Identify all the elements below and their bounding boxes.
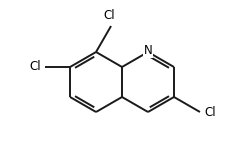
Text: N: N xyxy=(144,45,152,58)
Text: Cl: Cl xyxy=(204,106,216,118)
Text: Cl: Cl xyxy=(103,9,115,22)
Text: Cl: Cl xyxy=(29,61,40,73)
